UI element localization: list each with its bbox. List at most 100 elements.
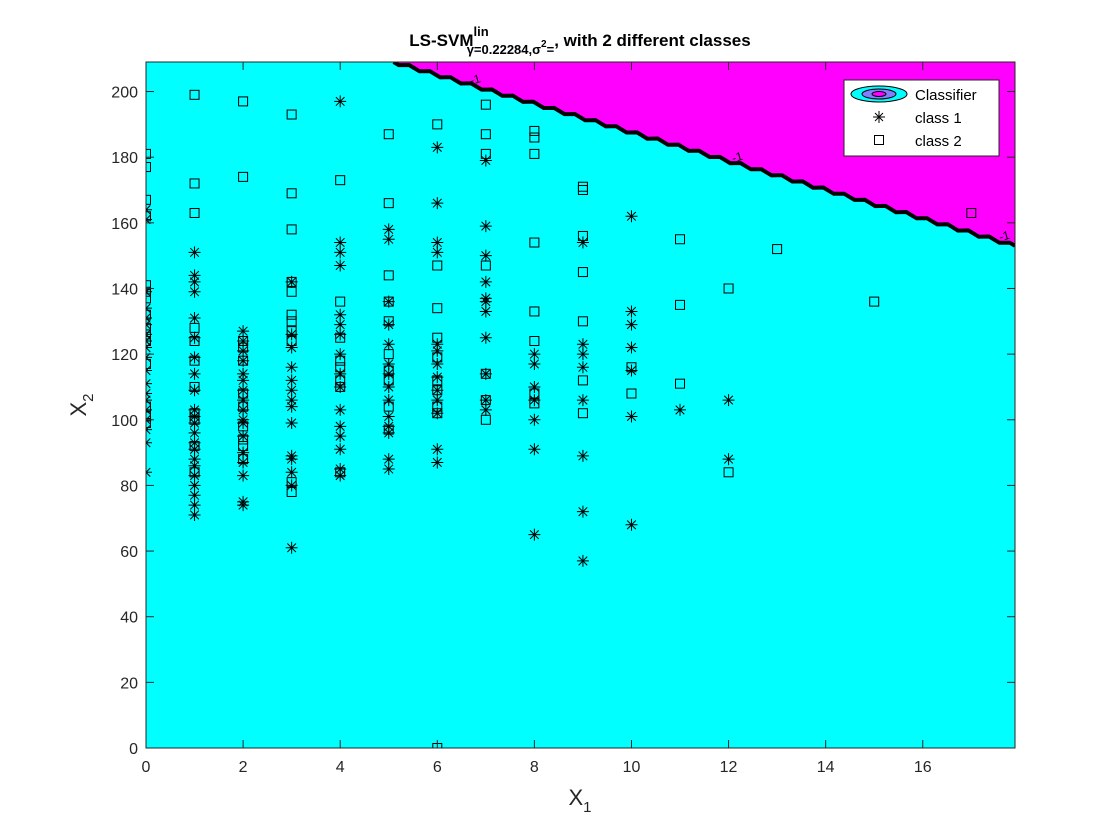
class-1-point [285,384,298,397]
legend-item-class-2: class 2 [874,133,962,150]
class-1-point [285,374,298,387]
y-tick-label: 40 [120,610,138,627]
class-1-point [431,357,444,370]
class-1-point [576,554,589,567]
title-sub-tail: = [547,42,555,57]
class-2-point [675,378,686,389]
class-1-point [237,430,250,443]
class-1-point [285,466,298,479]
class-2-point [529,132,540,143]
class-1-point [625,410,638,423]
class-2-point [286,109,297,120]
class-2-point [335,362,346,373]
class-2-point [432,375,443,386]
class-2-point [675,299,686,310]
class-2-point [189,355,200,366]
class-1-point [431,443,444,456]
class-2-point [577,408,588,419]
class-2-point [529,306,540,317]
class-1-point [188,459,201,472]
class-1-point [479,154,492,167]
y-tick-label: 20 [120,675,138,692]
class-2-point [189,408,200,419]
class-1-point [576,505,589,518]
class-1-point [334,403,347,416]
class-1-point [188,246,201,259]
y-tick-label: 60 [120,544,138,561]
class-2-point [335,332,346,343]
class-1-point [576,394,589,407]
class-1-point [285,361,298,374]
class-2-point [146,358,151,369]
class-2-point [238,421,249,432]
class-1-point [479,249,492,262]
class-1-point [479,305,492,318]
x-tick-label: 6 [433,759,442,776]
class-1-point [382,338,395,351]
class-1-point [431,384,444,397]
class-1-point [285,479,298,492]
x-tick-label: 2 [239,759,248,776]
x-axis-label-main: X [568,785,583,810]
class-1-point [382,295,395,308]
class-1-point [334,308,347,321]
class-2-point [189,335,200,346]
class-1-point [528,357,541,370]
class-2-point [146,280,151,291]
legend-item-class-1: class 1 [873,110,962,127]
class-1-point [237,413,250,426]
class-1-point [479,331,492,344]
class-2-point [286,309,297,320]
class-1-point [528,528,541,541]
class-2-point [723,283,734,294]
class-2-point [577,230,588,241]
class-2-point [383,198,394,209]
x-axis-ticks: 0 2 4 6 8 10 12 14 16 [142,62,932,776]
class-2-point [286,286,297,297]
class-2-point [432,352,443,363]
class-1-point [625,341,638,354]
class-2-point [335,296,346,307]
class-2-point [146,211,151,222]
class-2-point [335,467,346,478]
title-sub: γ=0.22284,σ [467,42,541,57]
class-2-point [626,388,637,399]
legend-item-classifier: Classifier [850,85,977,104]
class-1-point [188,384,201,397]
class-2-point [529,237,540,248]
title-tail: , with 2 different classes [554,31,751,50]
class-1-point [188,489,201,502]
class-2-point [146,162,151,173]
class-2-point [238,388,249,399]
class-1-point [382,410,395,423]
legend-star-icon [873,111,885,123]
class-2-point [480,148,491,159]
class-2-point [146,148,151,159]
class-1-point [334,259,347,272]
y-tick-label: 100 [111,413,138,430]
class-2-point [577,375,588,386]
axes-box [145,61,1016,749]
class-2-point [529,388,540,399]
class-2-point [529,398,540,409]
class-2-point [146,329,151,340]
class-1-point [479,275,492,288]
class-2-markers [146,89,977,748]
class-2-point [383,270,394,281]
class-1-point [431,338,444,351]
class-2-point [146,335,151,346]
class-2-point [480,414,491,425]
class-1-point [188,275,201,288]
class-1-point [382,453,395,466]
class-2-point [146,194,151,205]
title-main: LS-SVM [409,31,473,50]
class-1-point [382,463,395,476]
class-2-point [146,286,151,297]
class-2-point [146,293,151,304]
class-2-point [238,335,249,346]
class-1-point [576,338,589,351]
class-2-point [480,129,491,140]
class-1-point [237,394,250,407]
class-1-point [479,367,492,380]
class-1-point [188,469,201,482]
